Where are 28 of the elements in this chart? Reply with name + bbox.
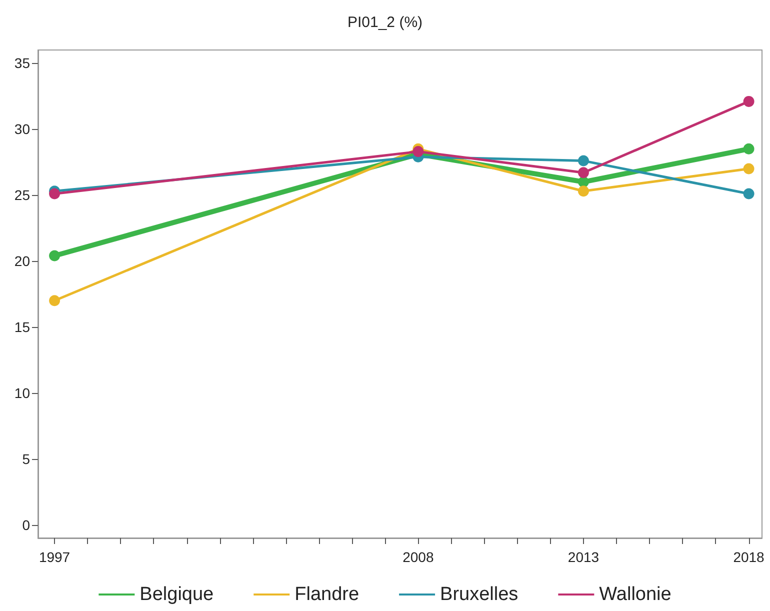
point <box>49 250 60 262</box>
x-tick-label: 2013 <box>568 549 600 565</box>
point <box>412 146 424 158</box>
y-tick-label: 15 <box>14 318 30 335</box>
legend-label: Flandre <box>294 584 360 605</box>
chart-title: PI01_2 (%) <box>347 14 423 31</box>
x-tick-label: 2018 <box>733 549 765 565</box>
y-tick-label: 35 <box>14 55 30 72</box>
point <box>578 155 589 166</box>
point <box>743 188 754 200</box>
y-tick-label: 25 <box>14 187 30 204</box>
legend-label: Belgique <box>140 584 214 605</box>
y-tick-label: 20 <box>14 253 30 270</box>
point <box>578 167 589 178</box>
y-tick-label: 10 <box>14 384 30 401</box>
legend-label: Wallonie <box>599 584 672 605</box>
y-tick-label: 0 <box>22 516 30 533</box>
legend-label: Bruxelles <box>440 584 518 605</box>
point <box>743 163 754 174</box>
point <box>49 188 60 200</box>
x-tick-label: 2008 <box>402 549 434 565</box>
y-tick-label: 5 <box>22 450 30 467</box>
x-tick-label: 1997 <box>38 549 70 565</box>
point <box>743 96 754 107</box>
point <box>49 295 60 306</box>
y-tick-label: 30 <box>14 121 30 138</box>
point <box>743 143 754 154</box>
point <box>578 186 589 197</box>
